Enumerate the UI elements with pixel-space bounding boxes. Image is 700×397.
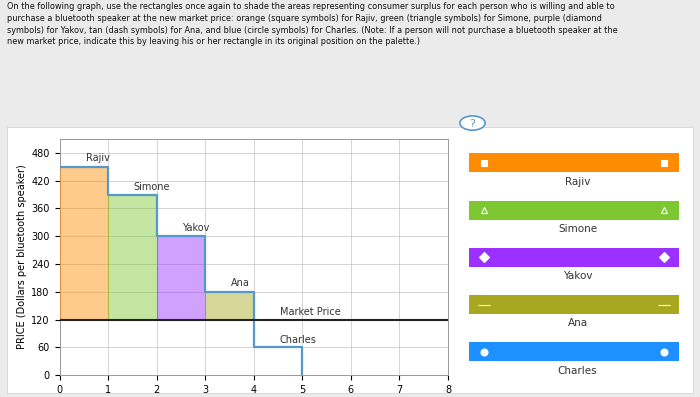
Text: Charles: Charles (558, 366, 597, 376)
Text: Simone: Simone (558, 224, 597, 234)
Text: Rajiv: Rajiv (565, 177, 590, 187)
Bar (157, 236, 205, 320)
Text: Rajiv: Rajiv (86, 153, 110, 163)
Text: Market Price: Market Price (281, 307, 341, 317)
Text: Charles: Charles (279, 335, 316, 345)
Bar (205, 292, 253, 320)
Text: Yakov: Yakov (563, 271, 592, 281)
Text: ?: ? (470, 119, 475, 129)
Y-axis label: PRICE (Dollars per bluetooth speaker): PRICE (Dollars per bluetooth speaker) (17, 165, 27, 349)
Bar (108, 195, 157, 320)
Bar (60, 167, 108, 320)
Text: On the following graph, use the rectangles once again to shade the areas represe: On the following graph, use the rectangl… (7, 2, 617, 46)
Text: Ana: Ana (230, 278, 249, 288)
Text: Simone: Simone (133, 182, 170, 192)
Text: Yakov: Yakov (182, 223, 209, 233)
Text: Ana: Ana (568, 318, 587, 328)
